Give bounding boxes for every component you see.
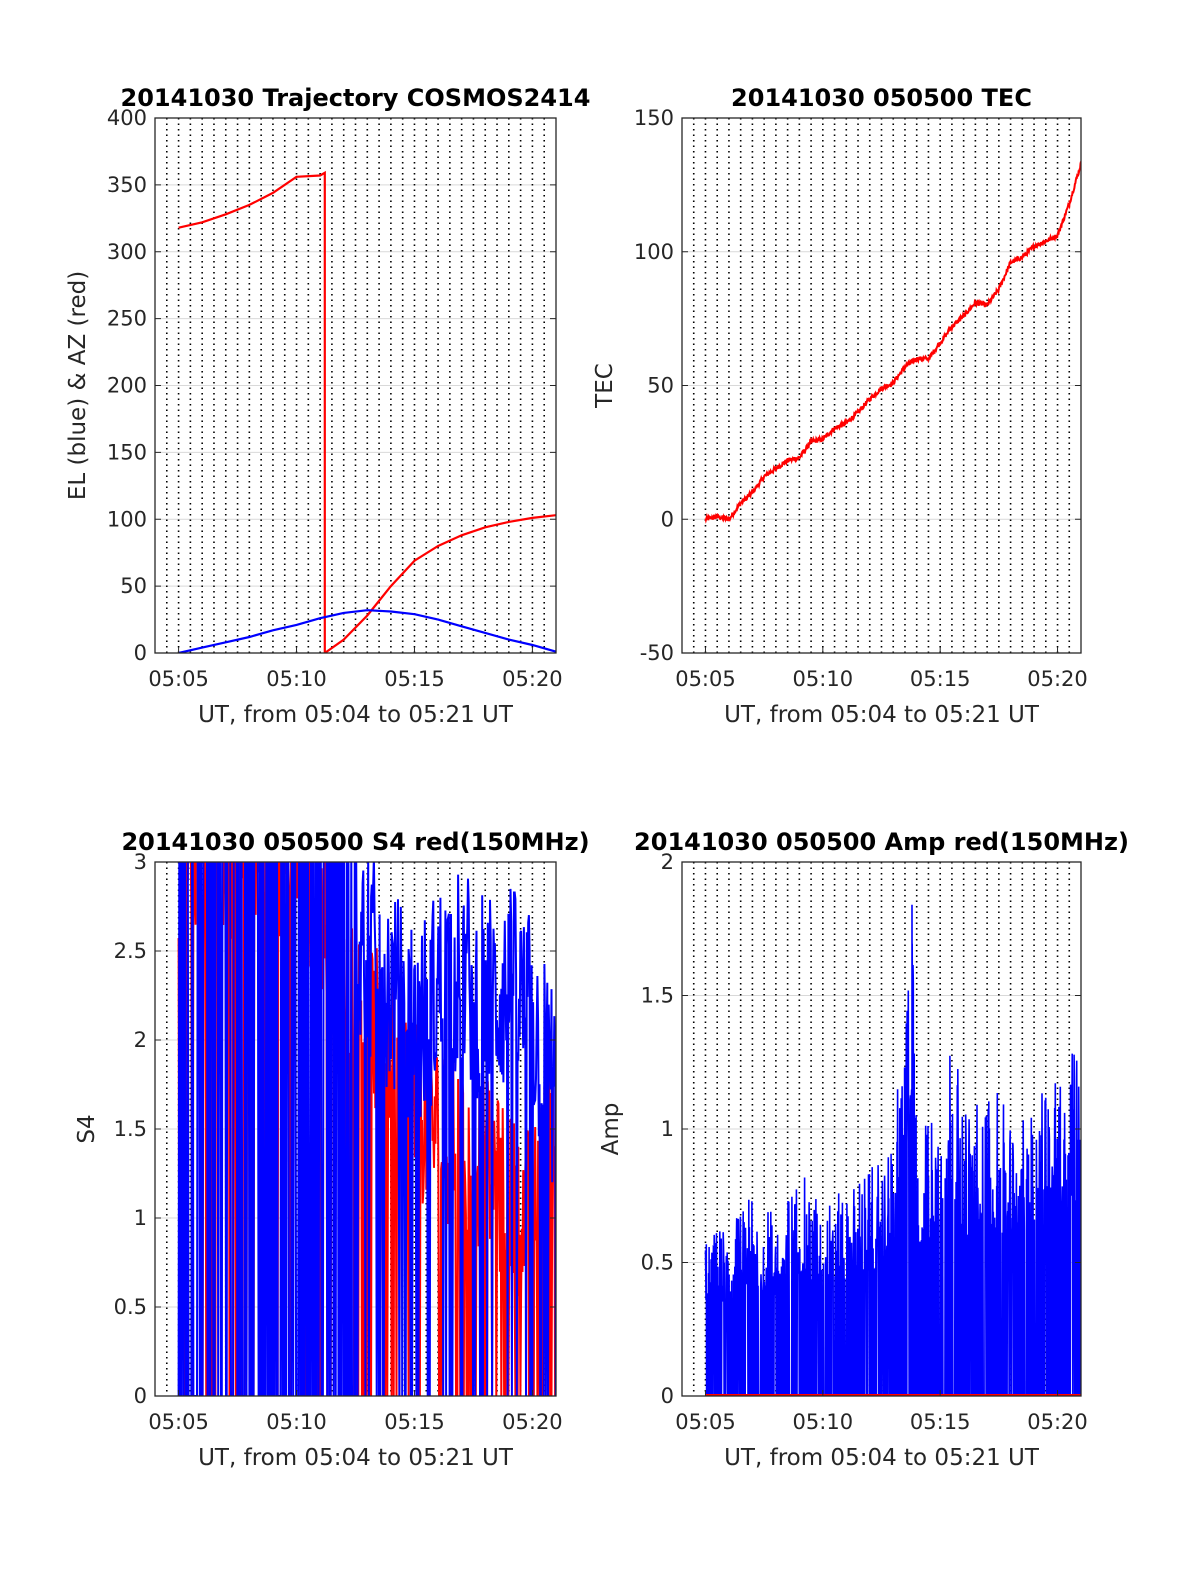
chart-panel-3: 0 0.5 1 1.5 2 2.5 3 05:05 05:10 05:15 05:20 2014103… bbox=[74, 828, 590, 1471]
x-tick-label: 05:15 bbox=[384, 667, 445, 691]
y-tick-label: 200 bbox=[107, 374, 147, 398]
x-tick-label: 05:10 bbox=[266, 1410, 327, 1434]
y-tick-label: 400 bbox=[107, 106, 147, 130]
x-tick-label: 05:20 bbox=[1027, 1410, 1088, 1434]
y-tick-label: 0 bbox=[134, 641, 147, 665]
y-tick-label: 3 bbox=[134, 850, 147, 874]
x-axis-label: UT, from 05:04 to 05:21 UT bbox=[724, 1445, 1040, 1471]
x-tick-label: 05:10 bbox=[266, 667, 327, 691]
x-tick-label: 05:20 bbox=[502, 667, 563, 691]
y-tick-label: 0.5 bbox=[114, 1295, 147, 1319]
chart-panel-2: -50 0 50 100 150 05:05 05:10 05:15 05:20 20141030… bbox=[592, 84, 1088, 728]
series-line-elevation bbox=[178, 609, 556, 653]
x-tick-label: 05:05 bbox=[148, 667, 209, 691]
y-tick-label: 0.5 bbox=[641, 1251, 674, 1275]
y-tick-label: 1.5 bbox=[641, 984, 674, 1008]
x-tick-label: 05:15 bbox=[910, 1410, 971, 1434]
chart-panel-4: 0 0.5 1 1.5 2 05:05 05:10 05:15 05:20 20141030 05… bbox=[598, 828, 1129, 1471]
x-tick-label: 05:10 bbox=[793, 667, 854, 691]
x-tick-label: 05:05 bbox=[675, 1410, 736, 1434]
x-axis-label: UT, from 05:04 to 05:21 UT bbox=[198, 1445, 514, 1471]
x-tick-label: 05:05 bbox=[148, 1410, 209, 1434]
y-tick-label: 0 bbox=[134, 1384, 147, 1408]
series-group bbox=[704, 904, 1081, 1396]
y-tick-label: 50 bbox=[120, 574, 147, 598]
y-tick-label: 0 bbox=[661, 507, 674, 531]
y-tick-label: 1 bbox=[134, 1206, 147, 1230]
x-tick-label: 05:10 bbox=[793, 1410, 854, 1434]
x-axis-label: UT, from 05:04 to 05:21 UT bbox=[724, 702, 1040, 728]
y-tick-label: 0 bbox=[661, 1384, 674, 1408]
series-line-amp bbox=[704, 904, 1081, 1396]
series-line-azimuth bbox=[178, 170, 556, 653]
y-tick-label: 2 bbox=[134, 1028, 147, 1052]
y-axis-label: EL (blue) & AZ (red) bbox=[65, 271, 91, 500]
chart-panel-1: 0 50 100 150 200 250 300 350 400 05:05 05:10 05:15 0… bbox=[65, 84, 590, 728]
y-tick-label: 1 bbox=[661, 1117, 674, 1141]
y-tick-label: 2.5 bbox=[114, 939, 147, 963]
y-tick-label: 150 bbox=[634, 106, 674, 130]
chart-title: 20141030 050500 Amp red(150MHz) bbox=[634, 828, 1129, 856]
y-axis-label: TEC bbox=[592, 363, 618, 409]
y-tick-label: 150 bbox=[107, 440, 147, 464]
series-group bbox=[178, 170, 556, 653]
x-tick-label: 05:20 bbox=[502, 1410, 563, 1434]
y-tick-label: 300 bbox=[107, 240, 147, 264]
chart-title: 20141030 050500 S4 red(150MHz) bbox=[121, 828, 589, 856]
chart-title: 20141030 Trajectory COSMOS2414 bbox=[121, 84, 591, 112]
y-axis-label: Amp bbox=[598, 1103, 624, 1156]
series-group bbox=[177, 862, 556, 1396]
series-line-s4-blue bbox=[177, 862, 556, 1396]
y-axis-label: S4 bbox=[74, 1114, 100, 1143]
x-tick-label: 05:20 bbox=[1027, 667, 1088, 691]
x-tick-label: 05:15 bbox=[910, 667, 971, 691]
x-tick-label: 05:05 bbox=[675, 667, 736, 691]
series-group bbox=[704, 161, 1081, 524]
y-tick-label: 1.5 bbox=[114, 1117, 147, 1141]
x-axis-label: UT, from 05:04 to 05:21 UT bbox=[198, 702, 514, 728]
x-tick-label: 05:15 bbox=[384, 1410, 445, 1434]
chart-title: 20141030 050500 TEC bbox=[731, 84, 1032, 112]
series-line-tec bbox=[704, 161, 1081, 524]
y-tick-label: 100 bbox=[107, 507, 147, 531]
y-tick-label: -50 bbox=[640, 641, 674, 665]
y-tick-label: 100 bbox=[634, 240, 674, 264]
y-tick-label: 350 bbox=[107, 173, 147, 197]
y-tick-label: 250 bbox=[107, 307, 147, 331]
y-tick-label: 2 bbox=[661, 850, 674, 874]
y-tick-label: 50 bbox=[647, 374, 674, 398]
